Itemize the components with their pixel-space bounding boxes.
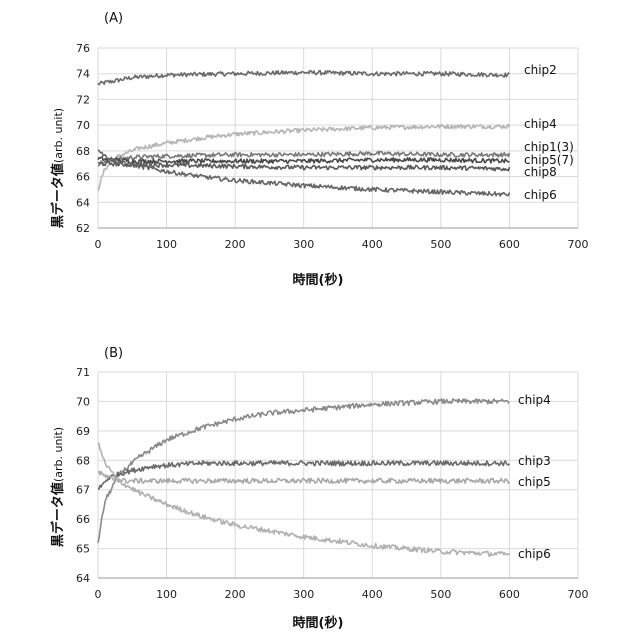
x-tick-label: 0 [95, 238, 102, 251]
y-tick-label: 74 [76, 68, 90, 81]
y-tick-label: 65 [76, 543, 90, 556]
x-tick-label: 600 [499, 238, 520, 251]
y-tick-label: 66 [76, 513, 90, 526]
x-tick-label: 400 [362, 238, 383, 251]
series-label: chip1(3) [524, 140, 574, 154]
svg-text:黒データ値(arb. unit): 黒データ値(arb. unit) [50, 108, 66, 228]
x-axis-label: 時間(秒) [293, 272, 344, 288]
x-tick-labels: 0 100 200 300 400 500 600 700 [95, 238, 589, 251]
y-tick-label: 62 [76, 222, 90, 235]
x-tick-label: 300 [293, 238, 314, 251]
y-axis-label-unit: (arb. unit) [52, 427, 65, 482]
series-label: chip5 [518, 475, 551, 489]
x-tick-labels: 0 100 200 300 400 500 600 700 [95, 588, 589, 601]
y-tick-labels: 62 64 66 68 70 72 74 76 [76, 42, 90, 235]
y-tick-label: 66 [76, 171, 90, 184]
series-label: chip4 [524, 117, 557, 131]
y-tick-label: 71 [76, 366, 90, 379]
x-tick-label: 100 [156, 238, 177, 251]
x-tick-label: 400 [362, 588, 383, 601]
x-tick-label: 100 [156, 588, 177, 601]
x-tick-label: 700 [568, 238, 589, 251]
y-tick-label: 76 [76, 42, 90, 55]
y-axis-label-unit: (arb. unit) [52, 108, 65, 163]
y-tick-label: 64 [76, 572, 90, 585]
y-tick-label: 70 [76, 119, 90, 132]
x-tick-label: 200 [225, 588, 246, 601]
gridlines [98, 372, 578, 578]
panel-label: (B) [104, 346, 123, 361]
y-tick-label: 69 [76, 425, 90, 438]
x-tick-label: 500 [430, 238, 451, 251]
series-label: chip4 [518, 393, 551, 407]
chart-panel-a: (A) 0 100 200 300 400 500 600 700 62 64 66 68 70 72 7… [50, 11, 589, 288]
series-labels: chip4 chip3 chip5 chip6 [518, 393, 551, 561]
y-tick-label: 70 [76, 395, 90, 408]
y-tick-label: 67 [76, 484, 90, 497]
x-tick-label: 0 [95, 588, 102, 601]
x-tick-label: 500 [430, 588, 451, 601]
x-tick-label: 700 [568, 588, 589, 601]
y-axis-label: 黒データ値(arb. unit) [50, 427, 66, 547]
panel-label: (A) [104, 11, 123, 26]
y-tick-label: 68 [76, 454, 90, 467]
y-tick-label: 64 [76, 196, 90, 209]
chart-panel-b: (B) 0 100 200 300 400 500 600 700 64 65 66 67 68 69 7… [50, 346, 589, 631]
y-axis-label: 黒データ値(arb. unit) [50, 108, 66, 228]
y-tick-labels: 64 65 66 67 68 69 70 71 [76, 366, 90, 585]
series-label: chip8 [524, 165, 557, 179]
y-tick-label: 72 [76, 93, 90, 106]
series-label: chip2 [524, 63, 557, 77]
series-labels: chip2chip4chip1(3)chip5(7)chip8chip6 [524, 63, 574, 202]
x-tick-label: 200 [225, 238, 246, 251]
svg-text:黒データ値(arb. unit): 黒データ値(arb. unit) [50, 427, 66, 547]
y-axis-label-main: 黒データ値 [50, 482, 66, 547]
y-tick-label: 68 [76, 145, 90, 158]
x-axis-label: 時間(秒) [293, 615, 344, 631]
series-label: chip6 [524, 188, 557, 202]
y-axis-label-main: 黒データ値 [50, 163, 66, 228]
x-tick-label: 300 [293, 588, 314, 601]
series-label: chip6 [518, 547, 551, 561]
series-label: chip3 [518, 454, 551, 468]
x-tick-label: 600 [499, 588, 520, 601]
